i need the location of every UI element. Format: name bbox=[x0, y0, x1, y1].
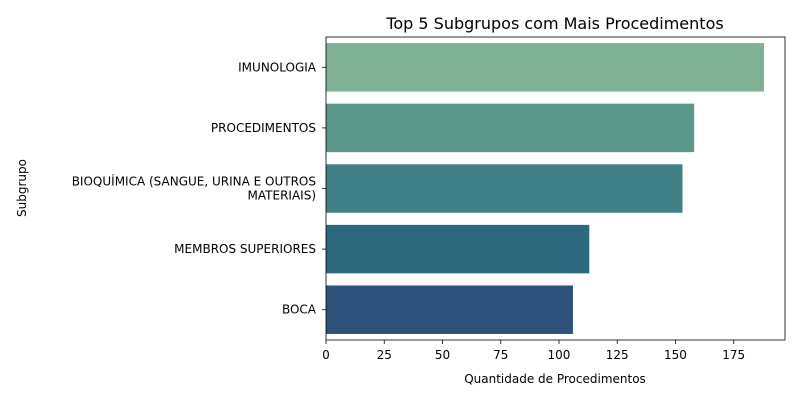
x-axis-title: Quantidade de Procedimentos bbox=[464, 372, 646, 386]
x-tick-label: 75 bbox=[493, 348, 508, 362]
y-tick-label: MEMBROS SUPERIORES bbox=[174, 242, 316, 256]
x-axis-ticks: 0 25 50 75 100 125 150 175 bbox=[322, 340, 745, 362]
bar-0 bbox=[326, 43, 764, 91]
bar-3 bbox=[326, 225, 589, 273]
bars bbox=[326, 43, 764, 334]
bar-1 bbox=[326, 104, 694, 152]
bar-2 bbox=[326, 164, 682, 212]
x-tick-label: 50 bbox=[435, 348, 450, 362]
x-tick-label: 125 bbox=[606, 348, 629, 362]
y-tick-label: BOCA bbox=[282, 303, 317, 317]
x-tick-label: 25 bbox=[377, 348, 392, 362]
y-axis-title: Subgrupo bbox=[15, 159, 29, 217]
y-tick-label: PROCEDIMENTOS bbox=[211, 121, 316, 135]
y-axis-ticks: IMUNOLOGIA PROCEDIMENTOS BIOQUÍMICA (SANGU… bbox=[72, 60, 326, 316]
x-tick-label: 175 bbox=[722, 348, 745, 362]
y-tick-label: IMUNOLOGIA bbox=[238, 60, 317, 74]
y-tick-label: BIOQUÍMICA (SANGUE, URINA E OUTROS MATERI… bbox=[72, 174, 316, 203]
x-tick-label: 150 bbox=[664, 348, 687, 362]
x-tick-label: 100 bbox=[548, 348, 571, 362]
bar-4 bbox=[326, 285, 573, 333]
chart-title: Top 5 Subgrupos com Mais Procedimentos bbox=[385, 14, 723, 33]
x-tick-label: 0 bbox=[322, 348, 330, 362]
